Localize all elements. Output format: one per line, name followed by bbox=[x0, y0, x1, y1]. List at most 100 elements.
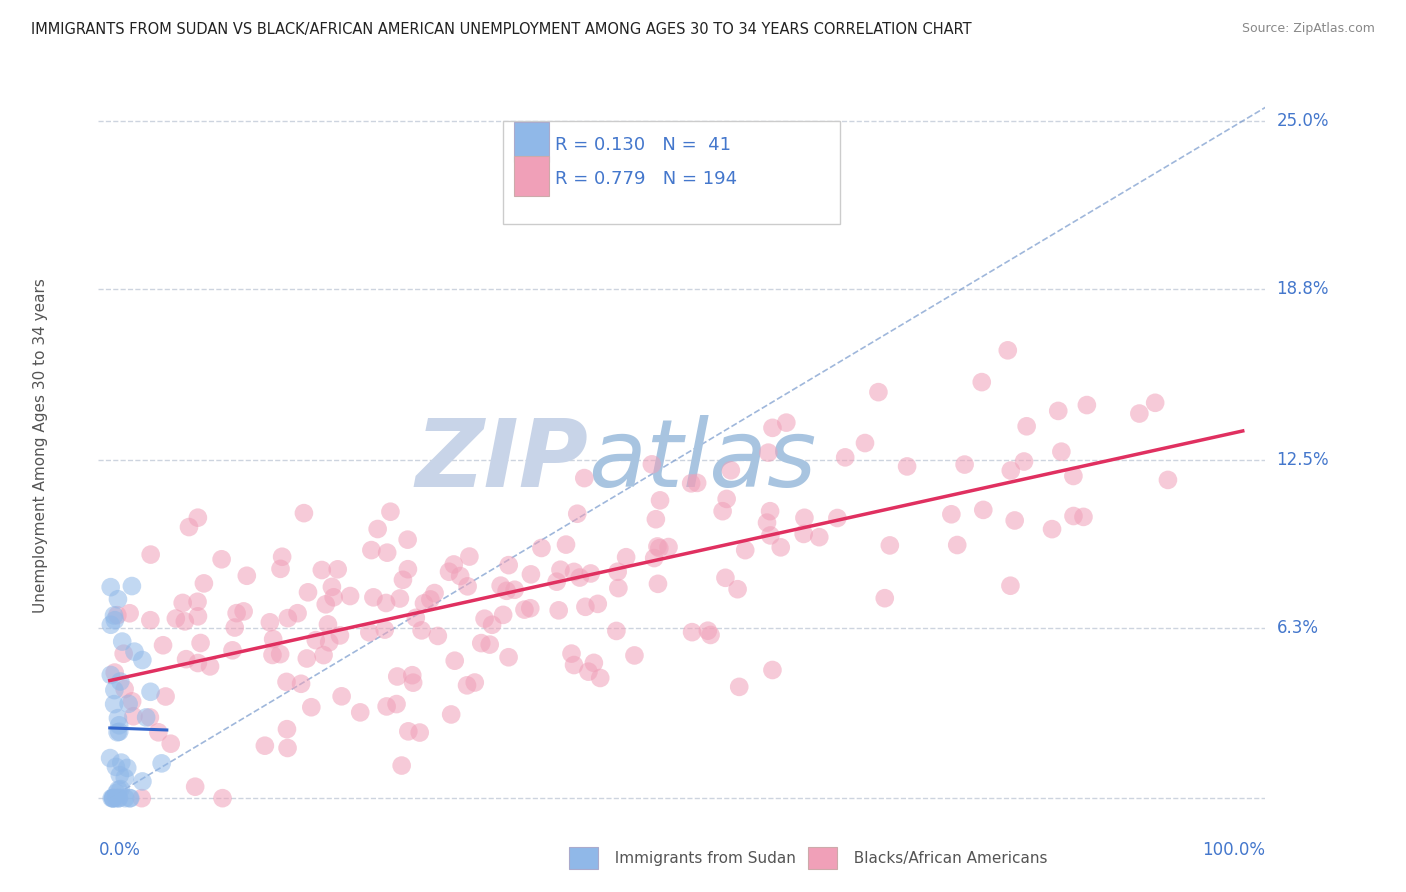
Point bbox=[896, 459, 918, 474]
Point bbox=[117, 697, 139, 711]
Point bbox=[276, 674, 298, 689]
Point bbox=[530, 541, 553, 555]
Point bbox=[225, 606, 247, 620]
Point bbox=[405, 611, 427, 625]
Point bbox=[121, 694, 143, 708]
Text: Immigrants from Sudan: Immigrants from Sudan bbox=[605, 851, 796, 865]
Point bbox=[367, 522, 389, 536]
Point bbox=[478, 638, 501, 652]
Point bbox=[326, 562, 349, 576]
Point bbox=[290, 677, 312, 691]
Point bbox=[100, 580, 122, 594]
Point bbox=[941, 508, 963, 522]
Point bbox=[103, 791, 125, 805]
Point bbox=[716, 491, 738, 506]
Point bbox=[211, 791, 233, 805]
Point bbox=[107, 711, 129, 725]
Point bbox=[104, 613, 127, 627]
Point bbox=[110, 756, 132, 770]
Point bbox=[547, 603, 569, 617]
Point bbox=[513, 602, 536, 616]
Point bbox=[1015, 419, 1038, 434]
Point bbox=[562, 658, 585, 673]
Point bbox=[380, 505, 402, 519]
Point bbox=[122, 709, 145, 723]
Point bbox=[769, 541, 792, 555]
Point bbox=[124, 645, 146, 659]
Point bbox=[582, 656, 605, 670]
Point bbox=[396, 724, 419, 739]
Point bbox=[270, 562, 292, 576]
Point bbox=[131, 653, 153, 667]
Point bbox=[385, 697, 408, 711]
Point bbox=[173, 615, 195, 629]
Point bbox=[402, 675, 425, 690]
Point bbox=[131, 774, 153, 789]
Point bbox=[589, 671, 612, 685]
Point bbox=[578, 665, 600, 679]
Point bbox=[614, 550, 637, 565]
Point bbox=[1004, 513, 1026, 527]
Point bbox=[648, 493, 671, 508]
Point bbox=[1047, 404, 1070, 418]
Point bbox=[728, 680, 751, 694]
Point bbox=[607, 581, 630, 595]
Point bbox=[392, 573, 415, 587]
Point bbox=[330, 690, 353, 704]
Point bbox=[426, 629, 449, 643]
Point bbox=[579, 566, 602, 581]
Point bbox=[470, 636, 492, 650]
Point bbox=[148, 725, 170, 739]
Point bbox=[391, 758, 413, 772]
Point bbox=[489, 579, 512, 593]
Point bbox=[120, 791, 142, 805]
Point bbox=[165, 611, 187, 625]
Point bbox=[1073, 509, 1095, 524]
Point bbox=[139, 548, 162, 562]
Point bbox=[139, 685, 162, 699]
Point bbox=[387, 669, 409, 683]
Point bbox=[139, 613, 162, 627]
Point bbox=[997, 343, 1019, 358]
Point bbox=[224, 621, 246, 635]
Point bbox=[105, 791, 128, 805]
Point bbox=[1076, 398, 1098, 412]
Point bbox=[139, 710, 162, 724]
Point bbox=[105, 608, 128, 623]
Point bbox=[574, 599, 596, 614]
Point bbox=[121, 579, 143, 593]
Point bbox=[498, 650, 520, 665]
Point bbox=[1062, 469, 1084, 483]
Point bbox=[311, 563, 333, 577]
Point bbox=[277, 741, 299, 756]
Point bbox=[411, 624, 433, 638]
Point bbox=[775, 416, 797, 430]
Point bbox=[104, 760, 127, 774]
Point bbox=[329, 628, 352, 642]
Point bbox=[105, 786, 128, 800]
Text: IMMIGRANTS FROM SUDAN VS BLACK/AFRICAN AMERICAN UNEMPLOYMENT AMONG AGES 30 TO 34: IMMIGRANTS FROM SUDAN VS BLACK/AFRICAN A… bbox=[31, 22, 972, 37]
Point bbox=[458, 549, 481, 564]
Point bbox=[131, 791, 153, 805]
Point bbox=[1040, 522, 1063, 536]
Text: ZIP: ZIP bbox=[416, 415, 589, 507]
Point bbox=[1000, 579, 1022, 593]
Point bbox=[363, 591, 385, 605]
Point bbox=[555, 538, 578, 552]
Point bbox=[647, 577, 669, 591]
Point bbox=[262, 632, 284, 646]
Point bbox=[681, 625, 703, 640]
Point bbox=[481, 617, 503, 632]
Point bbox=[605, 624, 627, 638]
Point bbox=[269, 647, 291, 661]
Text: Unemployment Among Ages 30 to 34 years: Unemployment Among Ages 30 to 34 years bbox=[32, 278, 48, 614]
Point bbox=[174, 652, 197, 666]
Point bbox=[464, 675, 486, 690]
Point bbox=[648, 541, 671, 556]
Point bbox=[734, 543, 756, 558]
Point bbox=[104, 665, 127, 680]
Point bbox=[827, 511, 849, 525]
Point bbox=[187, 510, 209, 524]
Point bbox=[155, 690, 177, 704]
Point bbox=[322, 591, 344, 605]
